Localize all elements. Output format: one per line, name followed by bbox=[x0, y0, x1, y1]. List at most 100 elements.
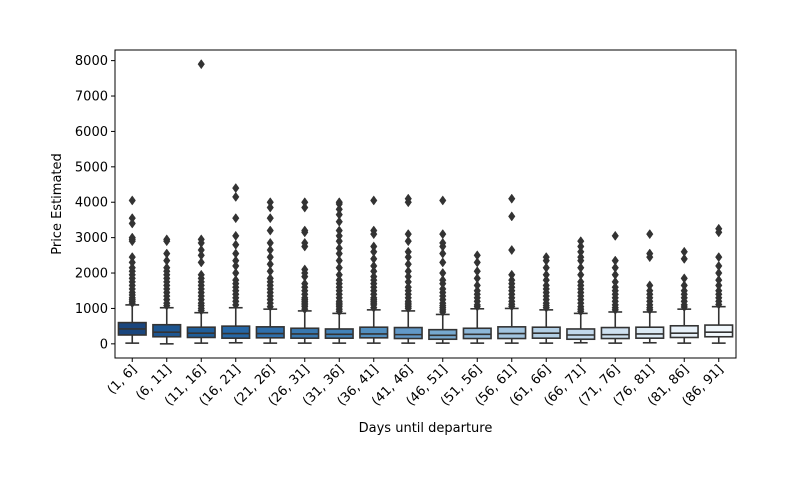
outlier-point bbox=[232, 248, 240, 259]
outlier-point bbox=[335, 230, 343, 241]
outlier-point bbox=[370, 266, 378, 277]
outlier-point bbox=[163, 234, 171, 245]
box-body bbox=[600, 326, 630, 340]
outlier-point bbox=[439, 229, 447, 240]
outlier-point bbox=[266, 259, 274, 270]
box-14 bbox=[566, 236, 596, 344]
outlier-point bbox=[128, 213, 136, 224]
box-9 bbox=[393, 193, 423, 344]
x-axis-ticks: (1, 6](6, 11](11, 16](16, 21](21, 26](26… bbox=[105, 358, 727, 409]
outlier-point bbox=[611, 230, 619, 241]
outlier-point bbox=[473, 280, 481, 291]
box-6 bbox=[290, 197, 320, 344]
outlier-point bbox=[335, 225, 343, 236]
outlier-point bbox=[197, 234, 205, 245]
outlier-point bbox=[473, 285, 481, 296]
outlier-point bbox=[646, 285, 654, 296]
box-12 bbox=[497, 193, 527, 344]
outlier-point bbox=[266, 273, 274, 284]
box-2 bbox=[152, 234, 182, 345]
outlier-point bbox=[128, 262, 136, 273]
outlier-point bbox=[542, 252, 550, 263]
box-body bbox=[566, 328, 596, 341]
y-axis-label: Price Estimated bbox=[50, 153, 65, 255]
outlier-point bbox=[508, 275, 516, 286]
outlier-point bbox=[335, 269, 343, 280]
outlier-point bbox=[715, 285, 723, 296]
outlier-point bbox=[715, 223, 723, 234]
outlier-point bbox=[715, 252, 723, 263]
outlier-point bbox=[232, 183, 240, 194]
outlier-point bbox=[335, 248, 343, 259]
outlier-point bbox=[404, 271, 412, 282]
outlier-point bbox=[646, 248, 654, 259]
box-11 bbox=[462, 250, 492, 344]
outlier-point bbox=[577, 241, 585, 252]
outlier-point bbox=[266, 237, 274, 248]
y-tick-label: 8000 bbox=[75, 54, 108, 69]
box-series bbox=[117, 59, 734, 345]
box-13 bbox=[531, 252, 561, 344]
outlier-point bbox=[197, 244, 205, 256]
outlier-point bbox=[439, 257, 447, 268]
outlier-point bbox=[439, 237, 447, 248]
outlier-point bbox=[163, 255, 171, 266]
outlier-point bbox=[370, 246, 378, 257]
outlier-point bbox=[335, 209, 343, 220]
outlier-point bbox=[301, 197, 309, 208]
box-body bbox=[669, 324, 699, 339]
outlier-point bbox=[680, 273, 688, 284]
outlier-point bbox=[404, 252, 412, 263]
outlier-point bbox=[301, 237, 309, 248]
box-16 bbox=[635, 229, 665, 344]
outlier-point bbox=[439, 248, 447, 259]
outlier-point bbox=[439, 283, 447, 294]
box-body bbox=[393, 326, 423, 340]
outlier-point bbox=[577, 236, 585, 247]
box-1 bbox=[117, 195, 147, 344]
outlier-point bbox=[715, 260, 723, 271]
outlier-point bbox=[508, 193, 516, 204]
box-body bbox=[704, 324, 734, 338]
box-body bbox=[221, 325, 251, 339]
outlier-point bbox=[542, 262, 550, 273]
outlier-point bbox=[197, 269, 205, 280]
y-tick-label: 5000 bbox=[75, 160, 108, 175]
box-body bbox=[462, 327, 492, 340]
outlier-point bbox=[680, 253, 688, 264]
outlier-point bbox=[128, 218, 136, 229]
outlier-point bbox=[370, 253, 378, 264]
outlier-point bbox=[611, 282, 619, 293]
box-5 bbox=[255, 197, 285, 344]
outlier-point bbox=[542, 275, 550, 286]
outlier-point bbox=[301, 202, 309, 213]
outlier-point bbox=[301, 225, 309, 236]
outlier-point bbox=[335, 255, 343, 266]
outlier-point bbox=[266, 225, 274, 236]
outlier-point bbox=[611, 262, 619, 273]
outlier-point bbox=[232, 275, 240, 286]
outlier-point bbox=[404, 266, 412, 277]
box-body bbox=[186, 326, 216, 339]
outlier-point bbox=[232, 260, 240, 271]
outlier-point bbox=[577, 262, 585, 273]
outlier-point bbox=[370, 241, 378, 252]
outlier-point bbox=[232, 268, 240, 279]
outlier-point bbox=[473, 266, 481, 277]
y-tick-label: 0 bbox=[100, 337, 108, 352]
box-body bbox=[635, 326, 665, 339]
y-tick-label: 2000 bbox=[75, 267, 108, 282]
outlier-point bbox=[508, 244, 516, 256]
outlier-point bbox=[197, 250, 205, 261]
outlier-point bbox=[197, 257, 205, 268]
outlier-point bbox=[404, 236, 412, 247]
outlier-point bbox=[232, 239, 240, 250]
outlier-point bbox=[473, 273, 481, 284]
outlier-point bbox=[335, 216, 343, 227]
outlier-point bbox=[680, 246, 688, 257]
outlier-point bbox=[370, 195, 378, 206]
box-body bbox=[359, 326, 389, 339]
outlier-point bbox=[404, 193, 412, 204]
box-15 bbox=[600, 230, 630, 344]
